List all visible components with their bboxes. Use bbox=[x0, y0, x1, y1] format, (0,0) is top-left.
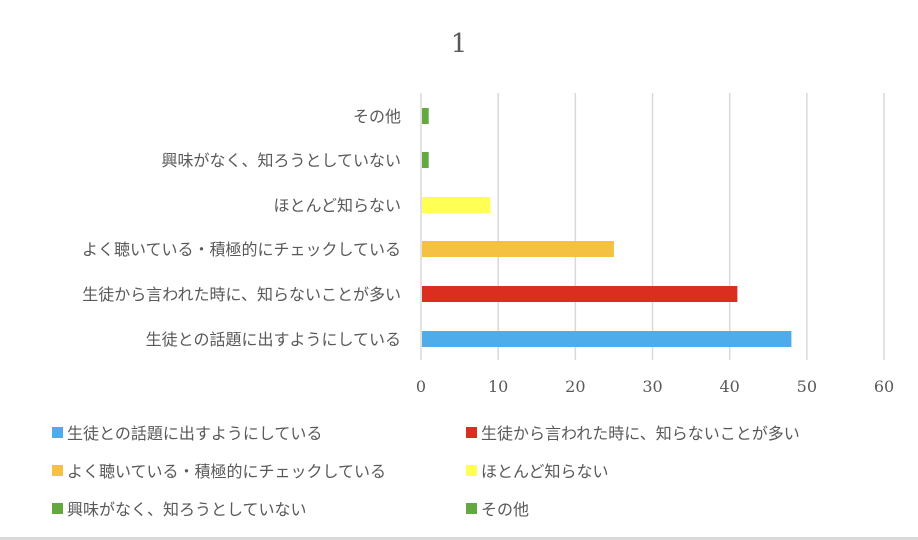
x-tick-label: 0 bbox=[416, 377, 426, 396]
bar-chart: 1 その他興味がなく、知ろうとしていないほとんど知らないよく聴いている・積極的に… bbox=[82, 29, 894, 396]
legend-swatch bbox=[52, 426, 63, 438]
legend-label: ほとんど知らない bbox=[481, 462, 609, 481]
legend-item: よく聴いている・積極的にチェックしている bbox=[52, 458, 386, 482]
legend-item: その他 bbox=[466, 496, 529, 520]
bar bbox=[422, 197, 491, 213]
legend-item: ほとんど知らない bbox=[466, 458, 609, 482]
y-category-label: 生徒との話題に出すようにしている bbox=[146, 330, 401, 349]
bar bbox=[422, 241, 614, 257]
chart-title: 1 bbox=[451, 29, 468, 59]
legend-item: 生徒から言われた時に、知らないことが多い bbox=[466, 420, 800, 444]
y-category-label: 生徒から言われた時に、知らないことが多い bbox=[82, 285, 401, 304]
x-tick-label: 50 bbox=[797, 377, 817, 396]
legend-label: 生徒から言われた時に、知らないことが多い bbox=[481, 424, 800, 443]
legend-label: その他 bbox=[481, 500, 530, 519]
legend-item: 生徒との話題に出すようにしている bbox=[52, 420, 322, 444]
x-tick-label: 40 bbox=[719, 377, 739, 396]
x-tick-label: 60 bbox=[874, 377, 894, 396]
legend-label: 興味がなく、知ろうとしていない bbox=[67, 500, 307, 519]
bar bbox=[422, 286, 738, 302]
legend-item: 興味がなく、知ろうとしていない bbox=[52, 496, 307, 520]
legend-swatch bbox=[466, 502, 477, 514]
y-category-label: ほとんど知らない bbox=[273, 196, 401, 215]
legend-swatch bbox=[466, 464, 477, 476]
legend-swatch bbox=[52, 464, 63, 476]
x-tick-label: 10 bbox=[488, 377, 508, 396]
y-category-label: その他 bbox=[353, 107, 401, 126]
bar bbox=[422, 152, 429, 168]
legend-swatch bbox=[52, 502, 63, 514]
legend-label: 生徒との話題に出すようにしている bbox=[67, 424, 323, 443]
y-category-label: 興味がなく、知ろうとしていない bbox=[161, 151, 401, 170]
x-tick-label: 30 bbox=[642, 377, 662, 396]
legend-label: よく聴いている・積極的にチェックしている bbox=[67, 462, 387, 481]
x-tick-label: 20 bbox=[565, 377, 585, 396]
bar bbox=[422, 108, 429, 124]
bar bbox=[422, 331, 792, 347]
y-category-label: よく聴いている・積極的にチェックしている bbox=[82, 240, 401, 259]
legend-swatch bbox=[466, 426, 477, 438]
